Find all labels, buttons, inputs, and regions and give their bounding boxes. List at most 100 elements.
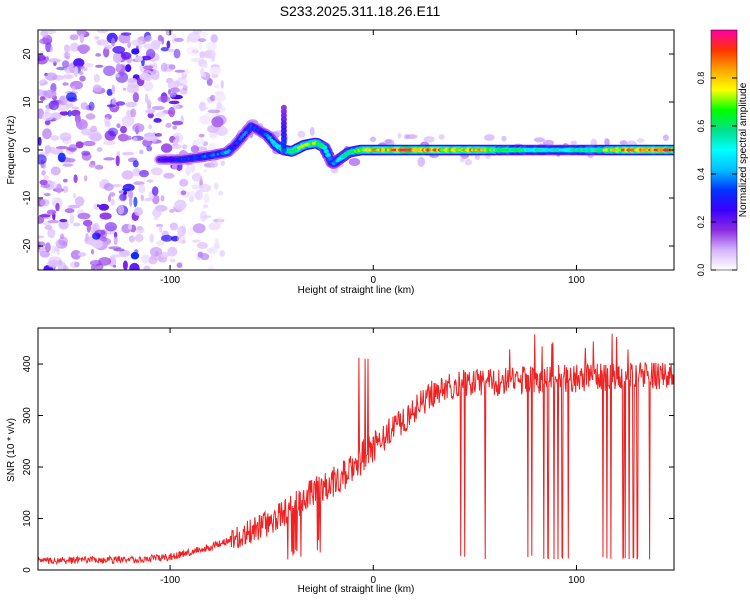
- x-tick-label: -100: [160, 575, 180, 586]
- halo-blob: [533, 137, 545, 143]
- noise-blob: [59, 132, 72, 141]
- snr-plot-area: [38, 328, 674, 570]
- noise-blob: [40, 30, 49, 37]
- halo-blob: [369, 136, 377, 143]
- noise-blob: [92, 232, 101, 240]
- noise-blob: [172, 138, 179, 147]
- noise-blob: [65, 158, 76, 163]
- noise-blob: [103, 47, 110, 58]
- noise-blob: [72, 222, 81, 227]
- noise-blob: [165, 30, 173, 36]
- noise-blob: [208, 222, 221, 231]
- noise-blob: [211, 116, 224, 128]
- noise-blob: [79, 75, 86, 82]
- noise-blob: [115, 155, 120, 167]
- noise-blob: [120, 32, 132, 36]
- noise-blob: [117, 204, 125, 215]
- halo-blob: [543, 139, 554, 146]
- noise-blob: [123, 190, 127, 195]
- halo-blob: [662, 134, 669, 141]
- noise-blob: [39, 199, 50, 207]
- halo-blob: [385, 139, 395, 147]
- noise-blob: [94, 36, 100, 40]
- noise-blob: [38, 241, 41, 250]
- noise-blob: [198, 42, 202, 51]
- noise-blob: [120, 51, 132, 60]
- noise-blob: [182, 144, 188, 150]
- noise-blob: [146, 145, 153, 152]
- noise-blob: [50, 46, 54, 53]
- noise-blob: [197, 38, 207, 43]
- noise-blob: [103, 183, 114, 191]
- noise-blob: [51, 197, 63, 208]
- noise-blob: [73, 58, 85, 68]
- noise-blob: [115, 101, 126, 106]
- ridge-cell: [267, 136, 272, 140]
- noise-blob: [106, 88, 113, 96]
- noise-blob: [190, 162, 196, 173]
- noise-blob: [214, 93, 226, 102]
- colorbar-tick-label: 0.2: [696, 216, 706, 229]
- noise-blob: [46, 209, 57, 215]
- halo-blob: [423, 136, 435, 143]
- ridge-cell: [328, 157, 332, 161]
- noise-blob: [203, 204, 209, 209]
- noise-blob: [65, 56, 71, 60]
- noise-blob: [112, 52, 123, 64]
- colorbar-tick-label: 0.6: [696, 120, 706, 133]
- noise-blob: [151, 105, 165, 111]
- spectrogram-marks: [38, 30, 674, 270]
- noise-blob: [66, 92, 77, 102]
- noise-blob: [165, 122, 172, 128]
- noise-blob: [58, 95, 68, 106]
- noise-blob: [118, 33, 131, 44]
- y-tick-label: 20: [22, 48, 33, 60]
- noise-blob: [199, 175, 203, 182]
- colorbar-ticks: 0.0 0.2 0.4 0.6 0.8: [696, 72, 737, 276]
- noise-blob: [98, 203, 110, 211]
- noise-blob: [217, 216, 223, 225]
- halo-blob: [459, 157, 465, 163]
- spike-cell: [280, 104, 287, 111]
- snr-x-axis-label: Height of straight line (km): [298, 584, 415, 595]
- halo-blob: [397, 133, 402, 139]
- noise-blob: [127, 41, 131, 49]
- noise-blob: [39, 250, 50, 258]
- colorbar-gradient: [710, 29, 738, 271]
- noise-blob: [96, 30, 109, 33]
- noise-blob: [69, 42, 80, 52]
- noise-blob: [122, 187, 132, 192]
- noise-blob: [76, 30, 87, 37]
- noise-blob: [77, 44, 90, 53]
- x-tick-label: 0: [370, 275, 376, 286]
- noise-blob: [110, 254, 123, 258]
- noise-blob: [203, 169, 207, 173]
- noise-blob: [58, 219, 69, 230]
- noise-blob: [176, 262, 183, 269]
- noise-blob: [79, 33, 85, 44]
- noise-blob: [128, 235, 135, 243]
- noise-blob: [95, 64, 104, 68]
- noise-blob: [39, 38, 52, 45]
- noise-blob: [198, 31, 209, 37]
- noise-blob: [42, 112, 54, 121]
- y-tick-label: 10: [22, 96, 33, 108]
- y-tick-label: 100: [22, 510, 33, 527]
- noise-blob: [50, 112, 62, 121]
- ridge-cell: [238, 137, 243, 141]
- noise-blob: [98, 257, 112, 266]
- noise-blob: [139, 149, 144, 155]
- noise-blob: [157, 95, 171, 103]
- ridge-cell: [322, 146, 327, 150]
- noise-blob: [134, 249, 139, 255]
- noise-blob: [104, 222, 117, 232]
- noise-blob: [148, 124, 153, 130]
- noise-blob: [208, 247, 218, 255]
- ridge-cell: [236, 139, 241, 143]
- noise-blob: [116, 123, 121, 128]
- noise-blob: [168, 106, 176, 118]
- noise-blob: [211, 56, 216, 62]
- noise-blob: [88, 162, 96, 168]
- noise-blob: [82, 140, 96, 147]
- noise-blob: [44, 242, 51, 253]
